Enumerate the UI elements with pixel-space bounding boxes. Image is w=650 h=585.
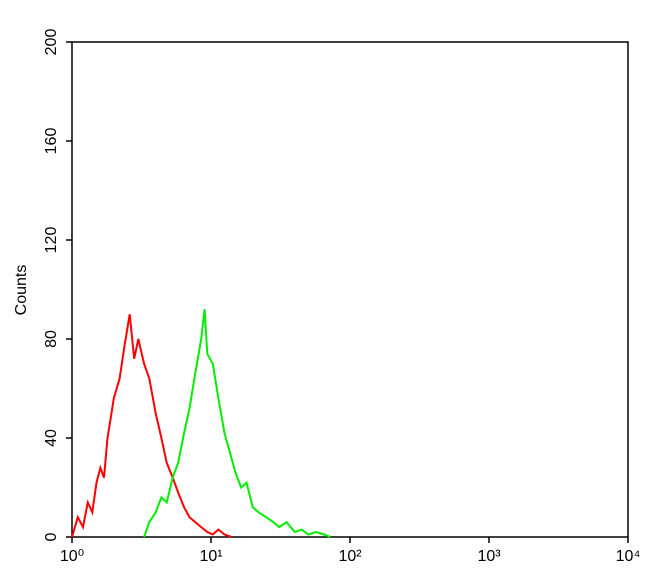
y-tick-label: 80	[43, 330, 60, 348]
x-tick-label: 10³	[477, 548, 501, 565]
histogram-line	[143, 309, 331, 538]
y-tick-label: 120	[43, 227, 60, 254]
x-tick-label: 10²	[338, 548, 362, 565]
histogram-line	[71, 314, 232, 538]
y-tick-label: 40	[43, 429, 60, 447]
x-tick-label: 10¹	[199, 548, 222, 565]
y-tick-label: 160	[43, 128, 60, 155]
x-tick-label: 10⁴	[616, 548, 641, 565]
y-tick-label: 200	[43, 29, 60, 56]
y-axis-label: Counts	[13, 265, 30, 316]
x-tick-label: 10⁰	[60, 548, 84, 565]
y-tick-label: 0	[43, 532, 60, 541]
plot-frame	[71, 41, 629, 538]
